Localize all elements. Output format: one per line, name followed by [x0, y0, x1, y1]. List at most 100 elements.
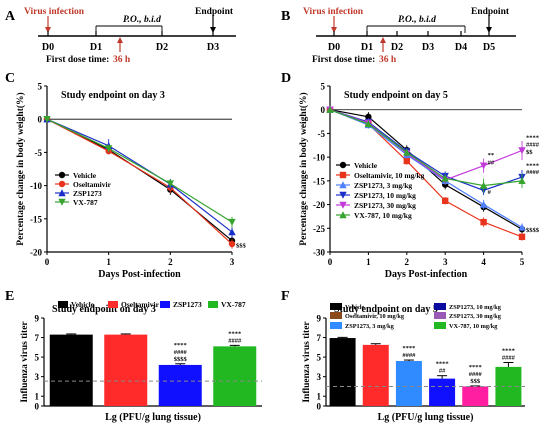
significance-label: ##	[439, 368, 446, 375]
data-point-series-5	[441, 174, 449, 182]
panel-b-letter: B	[281, 9, 290, 24]
y-tick-label: -5	[318, 129, 326, 139]
panel_a-day-label-1: D1	[90, 42, 102, 53]
y-tick-label: -10	[313, 153, 325, 163]
legend-label-0: Vehicle	[354, 161, 378, 170]
panel-e-letter: E	[5, 289, 14, 304]
legend-swatch-0	[330, 303, 342, 310]
y-tick-label: 9	[35, 314, 40, 324]
bar-3	[213, 346, 257, 406]
x-tick-label: 2	[405, 257, 410, 267]
x-tick-label: 5	[520, 257, 525, 267]
data-point-series-1	[403, 157, 410, 165]
panel-d-letter: D	[281, 71, 291, 86]
significance-label: ####	[526, 169, 540, 176]
data-point-series-1	[442, 197, 449, 204]
significance-label: ##	[488, 159, 495, 166]
panel-b-infection-label: Virus infection	[303, 7, 364, 17]
data-point-series-5	[364, 120, 373, 128]
x-tick-label: 3	[443, 257, 448, 267]
y-tick-label: -5	[35, 148, 43, 158]
legend-label-3: ZSP1273, 10 mg/kg	[354, 191, 416, 200]
data-point-series-1	[480, 218, 487, 226]
y-tick-label: 9	[317, 314, 322, 324]
y-tick-label: -15	[313, 176, 325, 186]
y-tick-label: 0	[321, 105, 326, 115]
bar-1	[362, 344, 389, 406]
data-point-series-5	[518, 177, 526, 185]
data-point-series-1	[228, 240, 236, 248]
series-line-1	[46, 118, 233, 245]
x-tick-label: 3	[230, 257, 235, 267]
data-point-series-5	[403, 148, 411, 156]
data-point-series-2	[518, 223, 526, 231]
panel_b-day-label-5: D5	[483, 42, 495, 53]
data-point-series-3	[228, 218, 236, 226]
x-axis-title: Days Post-infection	[385, 269, 468, 280]
data-point-series-0	[365, 113, 372, 121]
legend-swatch-2	[160, 301, 170, 308]
x-tick-label: 0	[45, 257, 50, 267]
panel-f-letter: F	[281, 289, 290, 304]
significance-label: $$	[526, 149, 533, 156]
panel-c-letter: C	[5, 71, 15, 86]
panel-b-regimen-label: P.O., b.i.d	[398, 15, 436, 25]
panel_b-day-label-2: D2	[391, 42, 403, 53]
panel_b-day-label-4: D4	[455, 42, 467, 53]
data-point-series-4	[518, 147, 526, 155]
bar-4	[462, 386, 489, 406]
panel_b-day-label-1: D1	[361, 42, 373, 53]
y-tick-label: 5	[317, 353, 322, 363]
significance-label: $$$	[236, 242, 247, 249]
legend-label-5: VX-787, 10 mg/kg	[449, 323, 498, 330]
bar-3	[429, 378, 456, 406]
significance-label: ####	[228, 337, 242, 344]
y-tick-label: -20	[30, 248, 42, 258]
legend-label-3: VX-787	[221, 300, 246, 309]
legend-marker-3	[339, 191, 347, 199]
significance-label: ****	[174, 342, 187, 349]
x-axis-title: Days Post-infection	[98, 269, 181, 280]
y-tick-label: 1	[35, 392, 40, 402]
significance-label: ****	[526, 135, 539, 142]
panel-a-first-dose-value: 36 h	[113, 55, 131, 65]
legend-label-0: Vehicle	[73, 171, 97, 180]
bar-2	[158, 364, 202, 406]
x-tick-label: 1	[106, 257, 111, 267]
panel-b-first-dose-value: 36 h	[379, 55, 397, 65]
bar-0	[329, 338, 356, 406]
legend-swatch-5	[434, 322, 446, 329]
panel-b-timeline: B Virus infection P.O., b.i.d Endpoint D…	[281, 7, 516, 65]
legend-label-5: VX-787, 10 mg/kg	[354, 211, 412, 220]
legend-marker-2	[339, 181, 347, 189]
legend-marker-3	[58, 198, 66, 206]
y-tick-label: -20	[313, 200, 325, 210]
x-axis-title: Lg (PFU/g lung tissue)	[105, 412, 201, 423]
series-line-2	[46, 118, 233, 233]
chart-title: Study endpoint on day 5	[344, 90, 448, 101]
legend-swatch-1	[330, 312, 342, 319]
y-axis-title: Influenza virus titer	[302, 321, 312, 403]
legend-label-0: Vehicle	[345, 304, 365, 311]
x-tick-label: 0	[328, 257, 333, 267]
y-tick-label: 1	[317, 392, 322, 402]
bar-2	[395, 361, 422, 406]
y-axis-title: Percentage change in body weight(%)	[15, 92, 26, 245]
legend-label-0: Vehicle	[71, 300, 95, 309]
significance-label: $$$	[470, 378, 481, 385]
y-tick-label: 5	[38, 82, 43, 92]
significance-label: ****	[436, 361, 449, 368]
legend-swatch-4	[434, 312, 446, 319]
legend-marker-1	[58, 180, 66, 188]
panel-a-first-dose-label: First dose time:	[46, 55, 109, 65]
bar-1	[104, 334, 148, 406]
y-tick-label: -25	[313, 224, 325, 234]
y-axis-title: Influenza virus titer	[20, 321, 30, 403]
panel-a-regimen-label: P.O., b.i.d	[123, 15, 161, 25]
legend-label-3: VX-787	[73, 198, 98, 207]
data-point-series-3	[166, 180, 175, 188]
legend-swatch-2	[330, 322, 342, 329]
data-point-series-3	[104, 145, 113, 153]
